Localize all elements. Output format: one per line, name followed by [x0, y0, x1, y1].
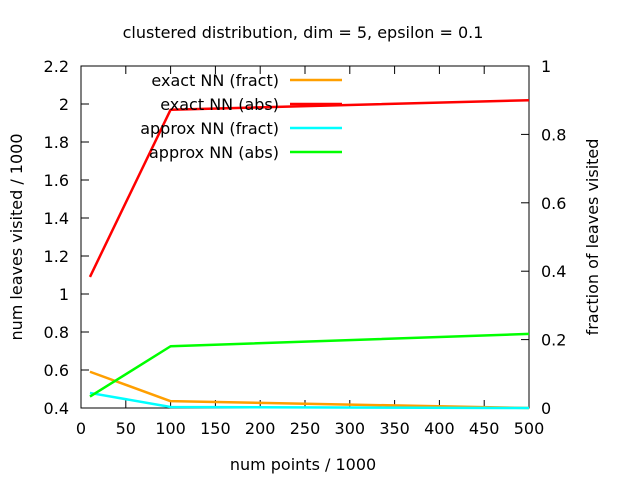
y-tick-label: 1.8	[44, 133, 69, 152]
series-line-approx-nn-abs	[89, 332, 530, 398]
y-tick-label: 0.4	[44, 399, 69, 418]
x-tick-label: 250	[290, 419, 321, 438]
y-tick-label: 1.4	[44, 209, 69, 228]
series-line-exact-nn-fract	[89, 370, 530, 410]
series-line-approx-nn-fract	[89, 391, 530, 410]
y-tick-label: 1.6	[44, 171, 69, 190]
y-tick-label: 2.2	[44, 57, 69, 76]
x-tick-label: 150	[200, 419, 231, 438]
y-tick-label: 1.2	[44, 247, 69, 266]
y-tick-label: 0.6	[44, 361, 69, 380]
y-tick-label: 2	[59, 95, 69, 114]
x-axis-label: num points / 1000	[230, 455, 376, 474]
x-axis: 0 50 100 150 200 250 300 350 400 450 500	[76, 66, 544, 438]
y-axis-right: 0 0.2 0.4 0.6 0.8 1	[521, 57, 566, 418]
y2-tick-label: 1	[541, 57, 551, 76]
x-tick-label: 300	[335, 419, 366, 438]
x-tick-label: 100	[155, 419, 186, 438]
x-tick-label: 350	[379, 419, 410, 438]
series-layer	[88, 98, 530, 410]
y2-axis-label: fraction of leaves visited	[583, 139, 602, 336]
legend-label-approx-nn-abs: approx NN (abs)	[149, 143, 279, 162]
y2-tick-label: 0.2	[541, 331, 566, 350]
x-tick-label: 0	[76, 419, 86, 438]
y-axis-left: 0.4 0.6 0.8 1 1.2 1.4 1.6 1.8 2 2.2	[44, 57, 89, 418]
series-line-exact-nn-abs	[88, 98, 530, 278]
legend-label-exact-nn-fract: exact NN (fract)	[151, 71, 279, 90]
y2-tick-label: 0.8	[541, 125, 566, 144]
x-tick-label: 50	[116, 419, 136, 438]
y2-tick-label: 0	[541, 399, 551, 418]
legend-label-exact-nn-abs: exact NN (abs)	[160, 95, 279, 114]
y-tick-label: 0.8	[44, 323, 69, 342]
plot-frame	[80, 65, 530, 409]
chart-title: clustered distribution, dim = 5, epsilon…	[123, 23, 484, 42]
y2-tick-label: 0.6	[541, 194, 566, 213]
legend-label-approx-nn-fract: approx NN (fract)	[140, 119, 279, 138]
y2-tick-label: 0.4	[541, 262, 566, 281]
legend: exact NN (fract) exact NN (abs) approx NN …	[140, 71, 342, 162]
x-tick-label: 400	[424, 419, 455, 438]
x-tick-label: 200	[245, 419, 276, 438]
x-tick-label: 500	[514, 419, 545, 438]
x-tick-label: 450	[469, 419, 500, 438]
y-tick-label: 1	[59, 285, 69, 304]
y-axis-label: num leaves visited / 1000	[7, 133, 26, 340]
